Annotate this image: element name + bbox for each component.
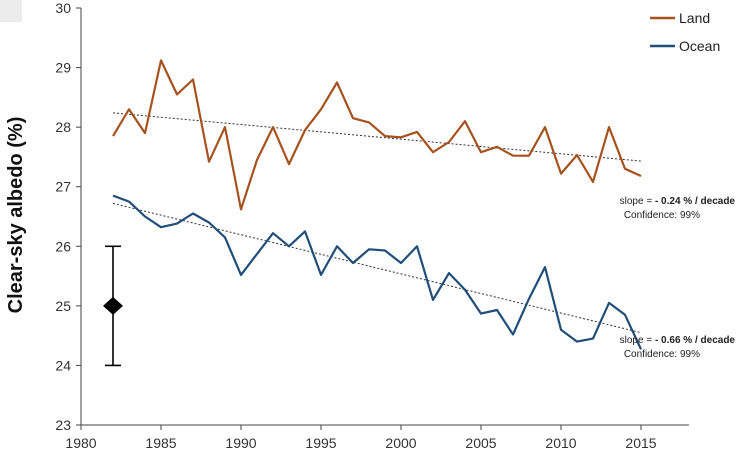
- series-line-ocean: [112, 194, 642, 350]
- series-line-land: [112, 59, 642, 211]
- legend-label-ocean: Ocean: [679, 38, 720, 54]
- y-axis-label: Clear-sky albedo (%): [5, 117, 27, 314]
- slope-annotation-land: slope = - 0.24 % / decade: [620, 196, 736, 207]
- legend: Land Ocean: [650, 10, 720, 54]
- series-lines: [112, 59, 642, 350]
- x-tick-label: 2005: [465, 435, 496, 451]
- error-bar: [103, 245, 123, 367]
- trend-line-land: [112, 112, 642, 162]
- error-bar-diamond: [103, 296, 123, 315]
- x-tick-label: 1990: [225, 435, 256, 451]
- y-tick-label: 25: [55, 298, 71, 314]
- y-tick-label: 30: [55, 0, 71, 16]
- corner-swatch: [0, 0, 22, 22]
- x-tick-label: 2015: [625, 435, 656, 451]
- y-tick-label: 29: [55, 60, 71, 76]
- x-tick-label: 2010: [545, 435, 576, 451]
- legend-label-land: Land: [679, 10, 710, 26]
- confidence-annotation-ocean: Confidence: 99%: [624, 349, 700, 360]
- trend-line-ocean: [112, 202, 642, 334]
- y-tick-label: 24: [55, 357, 71, 373]
- x-tick-label: 2000: [385, 435, 416, 451]
- y-tick-label: 27: [55, 179, 71, 195]
- trend-lines: [112, 112, 642, 334]
- y-tick-label: 23: [55, 417, 71, 433]
- slope-annotation-ocean: slope = - 0.66 % / decade: [620, 335, 736, 346]
- x-tick-label: 1980: [65, 435, 96, 451]
- slope-annotations: slope = - 0.24 % / decade Confidence: 99%…: [620, 196, 736, 360]
- axes: 23 24 25 26 27 28 29 30 1980 1985 1990 1995 2000 2005…: [55, 0, 689, 451]
- x-tick-label: 1995: [305, 435, 336, 451]
- y-tick-label: 26: [55, 238, 71, 254]
- confidence-annotation-land: Confidence: 99%: [624, 210, 700, 221]
- y-tick-label: 28: [55, 119, 71, 135]
- x-tick-label: 1985: [145, 435, 176, 451]
